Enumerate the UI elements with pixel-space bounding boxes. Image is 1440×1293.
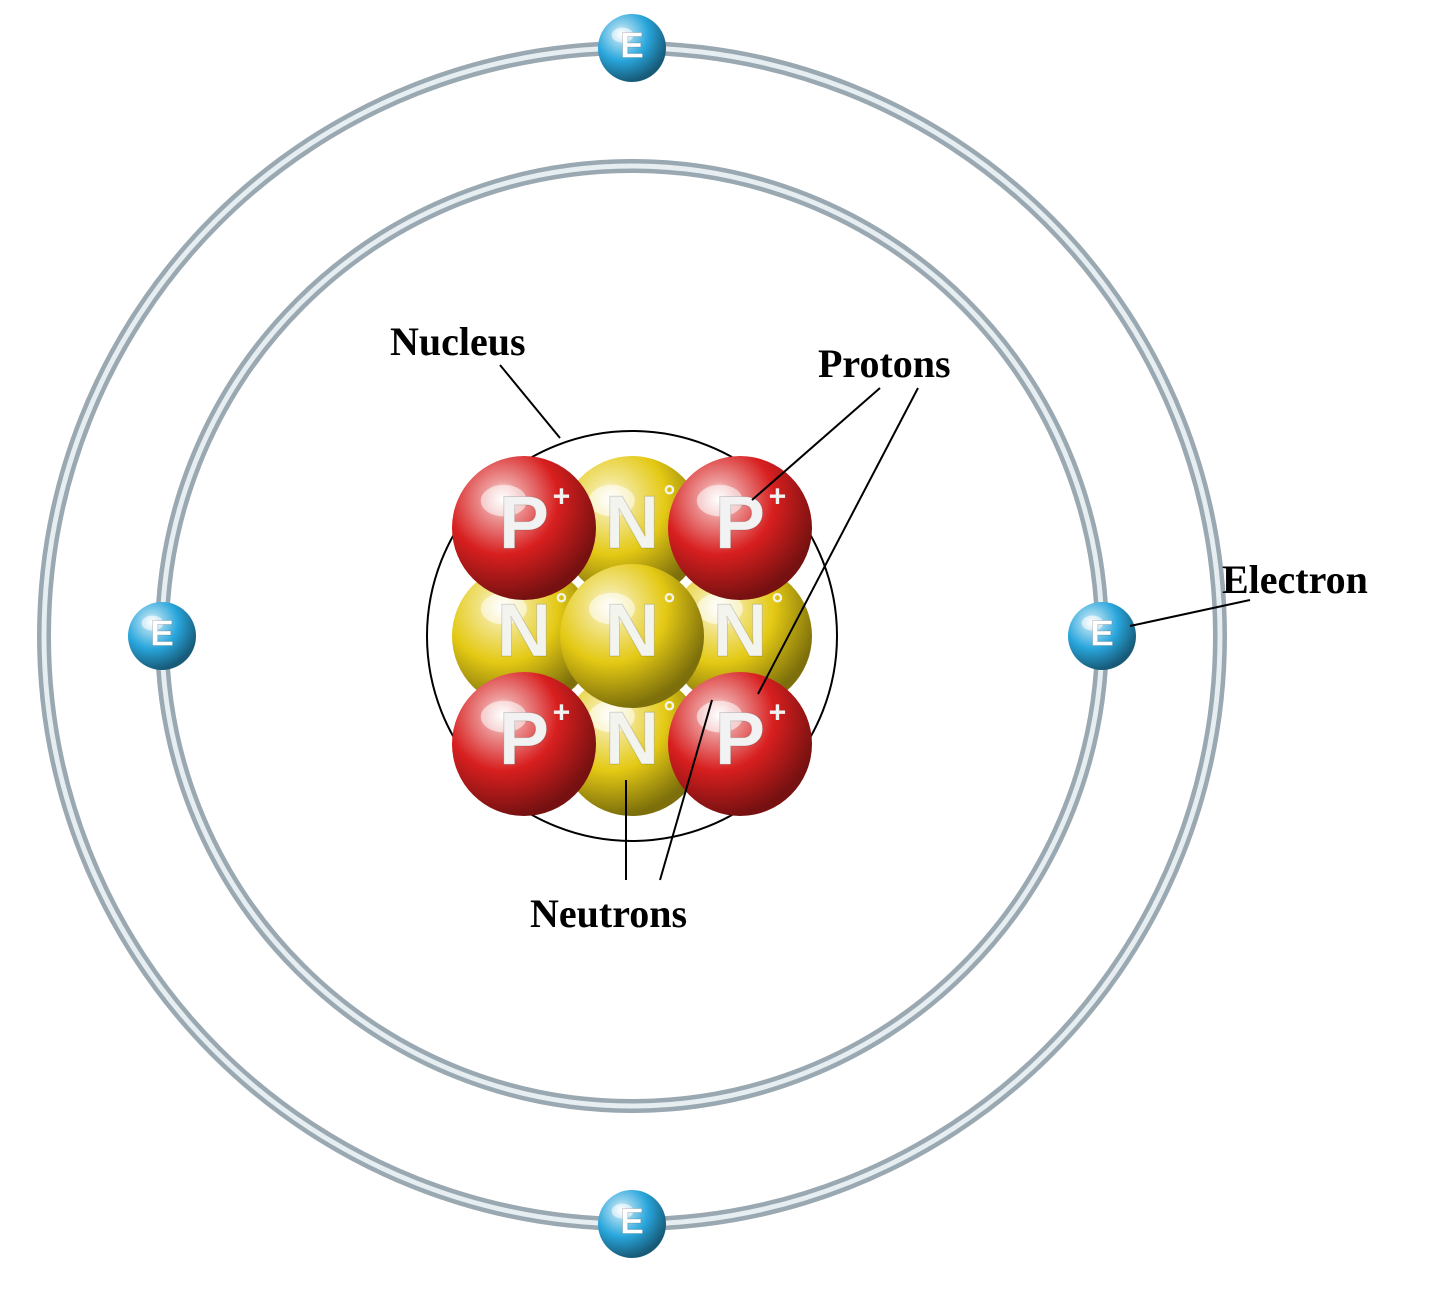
svg-text:+: + xyxy=(553,696,571,729)
svg-text:N: N xyxy=(605,589,660,673)
electron: E xyxy=(598,1190,666,1258)
proton: P+ xyxy=(668,672,812,816)
proton: P+ xyxy=(668,456,812,600)
label-electron: Electron xyxy=(1222,556,1368,603)
svg-text:P: P xyxy=(499,481,549,565)
svg-text:+: + xyxy=(769,480,787,513)
proton: P+ xyxy=(452,672,596,816)
neutron: N° xyxy=(560,564,704,708)
atom-diagram: N°N°N°N°P+P+P+P+N°EEEE Nucleus Protons N… xyxy=(0,0,1440,1293)
atom-svg: N°N°N°N°P+P+P+P+N°EEEE xyxy=(0,0,1440,1293)
svg-text:+: + xyxy=(769,696,787,729)
svg-text:E: E xyxy=(1090,614,1114,654)
proton: P+ xyxy=(452,456,596,600)
svg-text:P: P xyxy=(715,697,765,781)
leader-line xyxy=(500,365,560,438)
svg-text:N: N xyxy=(497,589,552,673)
svg-text:°: ° xyxy=(663,588,675,621)
svg-text:°: ° xyxy=(771,588,783,621)
electron: E xyxy=(1068,602,1136,670)
label-protons: Protons xyxy=(818,340,951,387)
electron: E xyxy=(128,602,196,670)
svg-text:+: + xyxy=(553,480,571,513)
svg-text:E: E xyxy=(150,614,174,654)
svg-text:N: N xyxy=(605,697,660,781)
svg-text:N: N xyxy=(713,589,768,673)
electron: E xyxy=(598,14,666,82)
svg-text:N: N xyxy=(605,481,660,565)
svg-text:E: E xyxy=(620,1202,644,1242)
label-nucleus: Nucleus xyxy=(390,318,526,365)
label-neutrons: Neutrons xyxy=(530,890,687,937)
leader-line xyxy=(1130,600,1250,626)
svg-text:P: P xyxy=(499,697,549,781)
svg-text:E: E xyxy=(620,26,644,66)
leader-line xyxy=(752,388,880,500)
